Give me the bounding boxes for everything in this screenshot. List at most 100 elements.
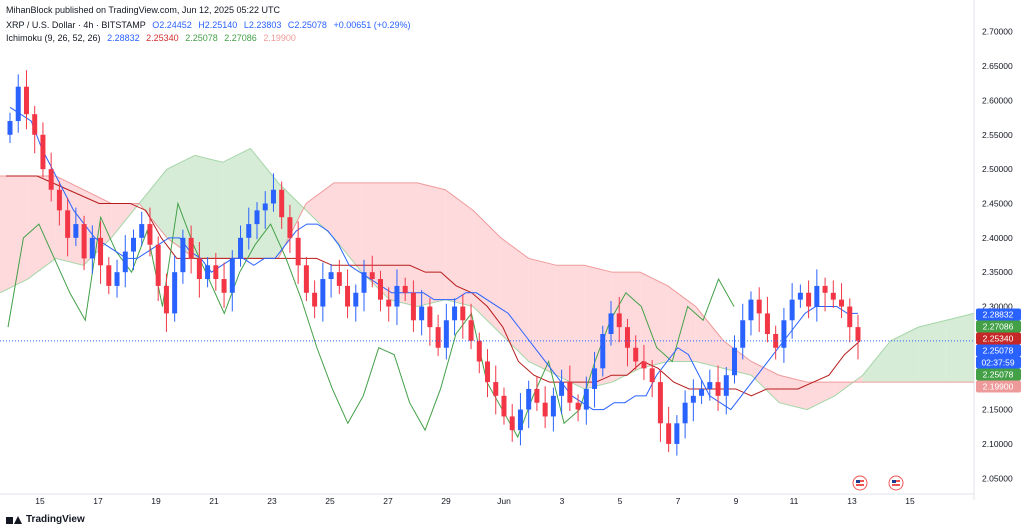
candle-body [517, 409, 523, 431]
candle-body [48, 169, 54, 190]
candle-body [616, 313, 622, 328]
x-tick-label: Jun [497, 496, 511, 506]
x-tick-label: 21 [209, 496, 219, 506]
candle-body [509, 416, 515, 431]
cloud-segment [500, 237, 529, 362]
cloud-segment [807, 382, 835, 410]
cloud-segment [695, 306, 724, 369]
flag-stripe-icon [892, 484, 900, 486]
candle-body [674, 423, 680, 444]
price-label: 2.27086 [976, 320, 1021, 333]
candle-body [682, 402, 688, 424]
candle-body [550, 395, 556, 417]
candle-body [303, 265, 309, 293]
price-label-box [976, 344, 1021, 357]
price-label-text: 2.27086 [983, 322, 1014, 332]
y-tick-label: 2.05000 [982, 473, 1013, 483]
candle-body [246, 224, 252, 238]
candle-body [205, 265, 211, 280]
candle-body [147, 224, 153, 245]
y-tick-label: 2.70000 [982, 27, 1013, 37]
candle-body [394, 285, 400, 307]
candle-body [73, 224, 79, 238]
x-tick-label: 11 [790, 496, 799, 506]
candle-body [740, 320, 746, 348]
candle-body [7, 121, 13, 135]
candle-body [641, 361, 647, 369]
candle-body [130, 237, 136, 252]
x-tick-label: 13 [847, 496, 857, 506]
candle-body [756, 299, 762, 314]
open-value: O2.24452 [152, 20, 192, 30]
price-label-text: 2.19900 [983, 382, 1014, 392]
candle-body [65, 210, 71, 238]
candle-body [353, 292, 359, 307]
price-label-box [976, 332, 1021, 345]
candle-body [328, 272, 334, 280]
candle-body [427, 306, 433, 328]
candle-body [485, 361, 491, 383]
candle-body [592, 368, 598, 389]
candle-body [81, 224, 87, 259]
candle-body [56, 189, 62, 211]
senkou-span-b-line [0, 175, 974, 383]
cloud-segment [779, 375, 808, 410]
candle-body [707, 382, 713, 389]
cloud-segment [862, 340, 891, 383]
cloud-segment [445, 189, 474, 307]
price-label-box [976, 308, 1021, 321]
cloud-segment [27, 176, 56, 280]
senkou-span-a-line [0, 147, 975, 411]
candle-body [764, 313, 770, 334]
candle-body [460, 306, 466, 321]
close-value: C2.25078 [287, 20, 327, 30]
price-label: 2.25078 [976, 344, 1021, 357]
candle-body [345, 285, 351, 307]
candle-body [847, 306, 853, 328]
x-tick-label: 27 [383, 496, 393, 506]
symbol-legend: XRP / U.S. Dollar · 4h · BITSTAMP O2.244… [6, 20, 415, 30]
candle-body [690, 395, 696, 403]
cloud-segment [417, 182, 446, 307]
candle-body [386, 299, 392, 307]
candle-body [188, 237, 194, 259]
candle-body [410, 292, 416, 321]
kijun-value: 2.25340 [146, 33, 179, 43]
flag-canton-icon [892, 480, 896, 483]
candle-body [839, 299, 845, 307]
symbol-name[interactable]: XRP / U.S. Dollar · 4h · BITSTAMP [6, 20, 146, 30]
cloud-segment [0, 176, 28, 293]
x-tick-label: 3 [560, 496, 565, 506]
candle-body [624, 327, 630, 348]
x-tick-label: 7 [676, 496, 681, 506]
candle-body [377, 279, 383, 300]
candle-body [608, 313, 614, 334]
x-tick-label: 15 [905, 496, 915, 506]
cloud-segment [918, 320, 947, 383]
candle-body [419, 306, 425, 321]
price-label-text: 02:37:59 [981, 358, 1014, 368]
candle-body [723, 375, 729, 396]
cloud-segment [139, 169, 167, 238]
price-label-text: 2.25340 [983, 334, 1014, 344]
cloud-segment [528, 258, 557, 376]
indicator-name[interactable]: Ichimoku (9, 26, 52, 26) [6, 33, 101, 43]
candle-body [287, 217, 293, 238]
footer-brand: TradingView [26, 514, 85, 525]
y-tick-label: 2.40000 [982, 233, 1013, 243]
candle-body [715, 382, 721, 396]
candle-body [501, 395, 507, 417]
candle-body [402, 285, 408, 293]
candle-body [748, 299, 754, 321]
price-label: 2.19900 [976, 380, 1021, 393]
tradingview-footer: TradingView [6, 514, 85, 525]
candle-body [262, 203, 268, 211]
y-tick-label: 2.30000 [982, 302, 1013, 312]
candle-body [196, 258, 202, 280]
cloud-segment [751, 361, 780, 403]
x-tick-label: 23 [267, 496, 277, 506]
candle-body [238, 237, 244, 259]
candle-body [468, 320, 474, 341]
candle-body [789, 299, 795, 321]
